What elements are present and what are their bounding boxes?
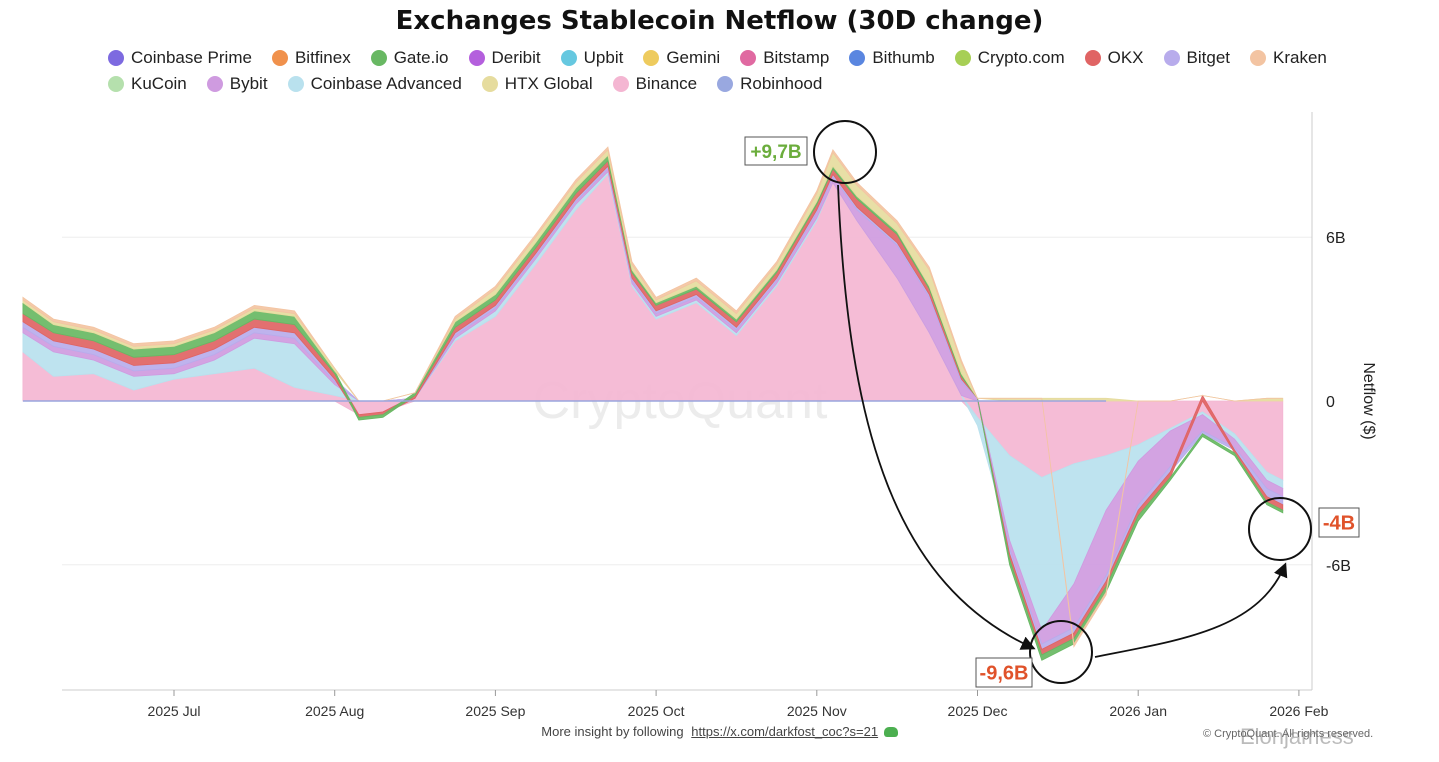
- legend-dot-icon: [1084, 50, 1101, 66]
- legend-label: Upbit: [583, 48, 624, 67]
- x-tick-label: 2026 Jan: [1109, 703, 1167, 719]
- annotation-box: [1318, 507, 1360, 538]
- legend-label: HTX Global: [504, 74, 593, 93]
- legend-label: Binance: [635, 74, 698, 93]
- highlight-circle: [1248, 497, 1312, 561]
- legend-item[interactable]: Binance: [612, 74, 698, 94]
- legend-item[interactable]: KuCoin: [108, 74, 187, 94]
- legend-dot-icon: [108, 76, 124, 92]
- chart-title: Exchanges Stablecoin Netflow (30D change…: [395, 6, 1044, 36]
- legend-dot-icon: [740, 50, 757, 66]
- x-tick-label: 2025 Nov: [787, 703, 847, 719]
- x-tick-label: 2025 Jul: [148, 703, 201, 719]
- annotation-arrow: [837, 184, 1036, 650]
- y-tick-label: 6B: [1326, 230, 1346, 247]
- legend-label: Coinbase Advanced: [310, 74, 462, 93]
- y-axis-label: Netflow ($): [1360, 362, 1377, 439]
- annotation-arrow: [1094, 562, 1288, 658]
- legend-dot-icon: [612, 76, 629, 92]
- legend-item[interactable]: Coinbase Advanced: [287, 74, 462, 94]
- legend-dot-icon: [206, 76, 223, 92]
- legend-dot-icon: [370, 50, 387, 66]
- series-area: [22, 173, 1284, 481]
- x-tick-label: 2025 Aug: [305, 703, 364, 719]
- x-tick-label: 2026 Feb: [1269, 703, 1328, 719]
- legend-dot-icon: [271, 50, 288, 66]
- legend-dot-icon: [560, 50, 577, 66]
- legend-dot-icon: [643, 50, 660, 66]
- footer-credit: More insight by following https://x.com/…: [0, 724, 1439, 739]
- copyright-text: © CryptoQuant. All rights reserved.: [1203, 728, 1374, 740]
- legend-dot-icon: [481, 76, 498, 92]
- annotation-box: [744, 136, 808, 166]
- legend-label: Coinbase Prime: [131, 48, 252, 67]
- legend-label: Bitstamp: [763, 48, 830, 67]
- legend-dot-icon: [468, 50, 485, 66]
- legend-item[interactable]: Bybit: [206, 74, 268, 94]
- legend-item[interactable]: Bitget: [1163, 48, 1231, 68]
- legend-dot-icon: [1250, 50, 1267, 66]
- legend-label: Bitget: [1186, 48, 1231, 67]
- legend-label: Crypto.com: [977, 48, 1065, 67]
- annotation-label: +9,7B: [750, 142, 801, 163]
- legend-label: Kraken: [1273, 48, 1327, 67]
- legend-item[interactable]: Coinbase Prime: [108, 48, 252, 68]
- legend-label: Gate.io: [393, 48, 449, 67]
- y-tick-label: 0: [1326, 394, 1335, 411]
- legend-item[interactable]: Bitfinex: [271, 48, 351, 68]
- footer-text: More insight by following: [541, 724, 684, 739]
- legend-item[interactable]: OKX: [1084, 48, 1144, 68]
- legend-dot-icon: [717, 76, 734, 92]
- y-tick-label: -6B: [1326, 558, 1351, 575]
- annotation-box: [975, 657, 1033, 688]
- legend-dot-icon: [1163, 50, 1180, 66]
- legend-item[interactable]: Robinhood: [717, 74, 822, 94]
- legend-label: Deribit: [491, 48, 541, 67]
- chart-legend: Coinbase Prime Bitfinex Gate.io Deribit Upbi…: [108, 48, 1368, 94]
- legend-label: Bitfinex: [294, 48, 351, 67]
- legend-label: Bithumb: [872, 48, 935, 67]
- legend-item[interactable]: Deribit: [468, 48, 541, 68]
- x-tick-label: 2025 Oct: [628, 703, 685, 719]
- highlight-circle: [1029, 620, 1093, 684]
- legend-item[interactable]: Bitstamp: [740, 48, 829, 68]
- legend-item[interactable]: Gemini: [643, 48, 720, 68]
- legend-dot-icon: [849, 50, 866, 66]
- frog-icon: [883, 727, 898, 737]
- legend-label: KuCoin: [131, 74, 187, 93]
- legend-item[interactable]: Kraken: [1250, 48, 1327, 68]
- legend-item[interactable]: Bithumb: [849, 48, 935, 68]
- legend-label: Bybit: [229, 74, 268, 93]
- x-tick-label: 2025 Sep: [465, 703, 525, 719]
- legend-label: OKX: [1107, 48, 1144, 67]
- x-tick-label: 2025 Dec: [948, 703, 1008, 719]
- series-area: [22, 146, 1283, 648]
- legend-item[interactable]: Gate.io: [370, 48, 449, 68]
- legend-item[interactable]: Upbit: [560, 48, 624, 68]
- footer-link[interactable]: https://x.com/darkfost_coc?s=21: [691, 724, 879, 739]
- legend-label: Robinhood: [740, 74, 823, 93]
- annotation-label: -4B: [1323, 513, 1355, 535]
- legend-item[interactable]: HTX Global: [481, 74, 593, 94]
- legend-dot-icon: [954, 50, 971, 66]
- legend-item[interactable]: Crypto.com: [954, 48, 1065, 68]
- highlight-circle: [813, 120, 877, 184]
- legend-dot-icon: [287, 76, 304, 92]
- annotation-label: -9,6B: [980, 663, 1029, 685]
- brand-watermark: Elonjamess: [1240, 724, 1354, 749]
- legend-dot-icon: [108, 50, 124, 66]
- legend-label: Gemini: [666, 48, 721, 67]
